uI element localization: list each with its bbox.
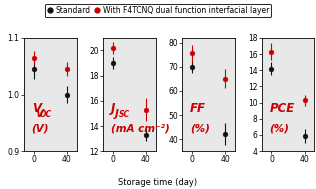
Text: Storage time (day): Storage time (day) bbox=[118, 178, 198, 187]
Text: OC: OC bbox=[40, 110, 52, 119]
Text: (%): (%) bbox=[190, 123, 210, 133]
Text: V: V bbox=[35, 109, 43, 119]
Text: PCE: PCE bbox=[270, 102, 295, 115]
Text: J: J bbox=[115, 109, 118, 119]
Text: V: V bbox=[32, 102, 41, 115]
Text: J: J bbox=[115, 109, 118, 119]
Text: J: J bbox=[111, 102, 115, 115]
Text: SC: SC bbox=[119, 110, 130, 119]
Text: (%): (%) bbox=[270, 123, 289, 133]
Legend: Standard, With F4TCNQ dual function interfacial layer: Standard, With F4TCNQ dual function inte… bbox=[45, 4, 271, 17]
Text: FF: FF bbox=[190, 102, 206, 115]
Text: (V): (V) bbox=[32, 123, 49, 133]
Text: V: V bbox=[35, 109, 43, 119]
Text: (mA cm⁻²): (mA cm⁻²) bbox=[111, 123, 170, 133]
